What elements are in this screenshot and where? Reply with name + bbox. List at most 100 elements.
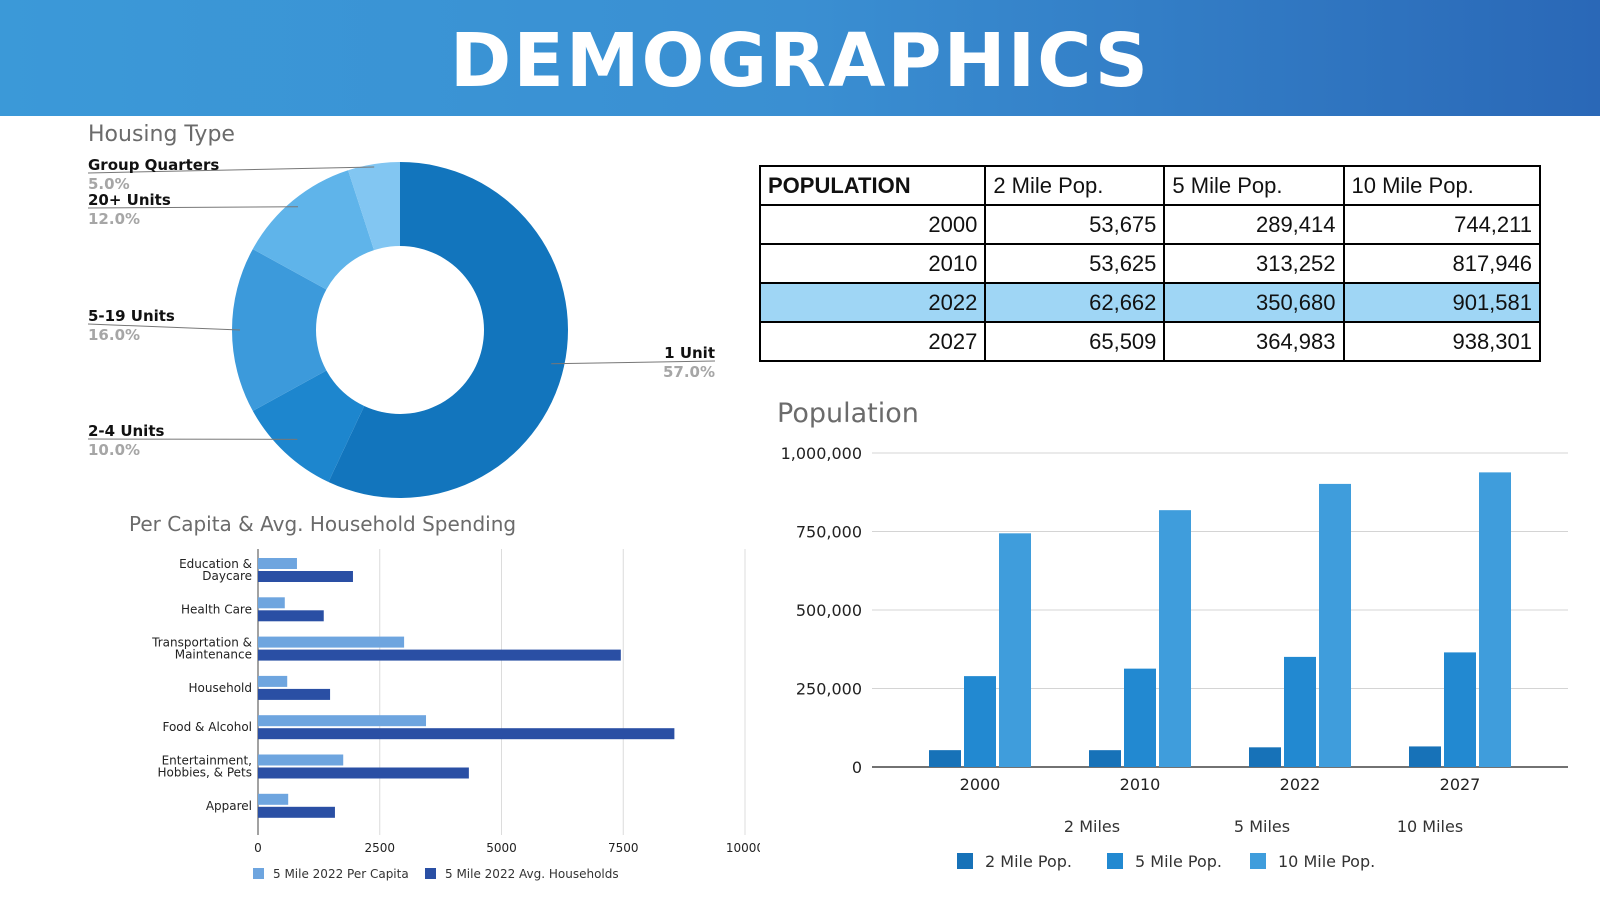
donut-leader-line xyxy=(87,166,375,174)
table-header-cell: 10 Mile Pop. xyxy=(1342,165,1541,206)
legend-label: 5 Mile 2022 Per Capita xyxy=(273,867,409,881)
population-bar-chart: 0 250,000 500,000 750,000 1,000,000 2000 2010 2… xyxy=(781,444,1568,871)
x-tick-label: 2022 xyxy=(1280,775,1321,794)
spending-chart-title: Per Capita & Avg. Household Spending xyxy=(129,512,517,536)
table-cell: 2027 xyxy=(758,321,987,362)
population-bar xyxy=(1089,750,1121,767)
legend-swatch xyxy=(1107,853,1123,869)
donut-slice-label: Group Quarters xyxy=(88,156,219,174)
population-bar xyxy=(1124,668,1156,767)
category-label: Education & xyxy=(179,557,252,571)
category-label: Apparel xyxy=(206,799,252,813)
donut-leader-line xyxy=(551,360,716,365)
population-bar xyxy=(1249,747,1281,767)
x-sublabel: 5 Miles xyxy=(1234,817,1290,836)
table-cell: 938,301 xyxy=(1342,321,1541,362)
population-bar xyxy=(964,676,996,767)
donut-slice xyxy=(328,162,568,498)
table-header-row: POPULATION 2 Mile Pop. 5 Mile Pop. 10 Mi… xyxy=(758,165,1541,206)
category-label: Transportation & xyxy=(151,636,252,650)
table-header-cell: 2 Mile Pop. xyxy=(984,165,1166,206)
table-cell: 65,509 xyxy=(984,321,1166,362)
spending-bar xyxy=(258,767,469,779)
table-cell: 364,983 xyxy=(1163,321,1345,362)
table-row: 2010 53,625 313,252 817,946 xyxy=(758,243,1541,284)
donut-slice xyxy=(252,370,365,483)
category-label: Maintenance xyxy=(175,648,252,662)
table-row: 2027 65,509 364,983 938,301 xyxy=(758,321,1541,362)
table-header-cell: 5 Mile Pop. xyxy=(1163,165,1345,206)
table-cell: 350,680 xyxy=(1163,282,1345,323)
table-row: 2022 62,662 350,680 901,581 xyxy=(758,282,1541,323)
donut-leader-line xyxy=(87,323,241,331)
table-cell: 62,662 xyxy=(984,282,1166,323)
table-cell: 53,625 xyxy=(984,243,1166,284)
population-bar xyxy=(1319,483,1351,767)
x-sublabel: 2 Miles xyxy=(1064,817,1120,836)
spending-bar xyxy=(258,728,675,740)
table-cell: 289,414 xyxy=(1163,204,1345,245)
spending-bar xyxy=(258,754,344,766)
legend-label: 10 Mile Pop. xyxy=(1278,852,1375,871)
population-bar xyxy=(1284,656,1316,767)
legend-label: 5 Mile 2022 Avg. Households xyxy=(445,867,619,881)
donut-slice-percent: 12.0% xyxy=(88,210,140,228)
y-tick-label: 250,000 xyxy=(796,680,862,699)
donut-slice-label: 5-19 Units xyxy=(88,307,175,325)
category-label: Health Care xyxy=(181,602,252,616)
category-label: Household xyxy=(188,681,252,695)
population-bar xyxy=(999,533,1031,767)
spending-bar xyxy=(258,688,331,700)
category-label: Food & Alcohol xyxy=(162,720,252,734)
spending-bar xyxy=(258,649,621,661)
legend-swatch xyxy=(957,853,973,869)
legend-label: 5 Mile Pop. xyxy=(1135,852,1222,871)
table-header-cell: POPULATION xyxy=(758,165,987,206)
y-tick-label: 1,000,000 xyxy=(781,444,862,463)
spending-bar xyxy=(258,558,297,569)
population-chart-title: Population xyxy=(777,398,919,429)
category-label: Hobbies, & Pets xyxy=(157,766,252,780)
population-bar xyxy=(1159,510,1191,767)
spending-bar xyxy=(258,793,289,805)
y-tick-label: 0 xyxy=(852,758,862,777)
legend-swatch xyxy=(425,868,436,879)
y-tick-label: 750,000 xyxy=(796,523,862,542)
donut-slice xyxy=(232,249,327,411)
x-tick-label: 2010 xyxy=(1120,775,1161,794)
spending-bar-chart: 0 2500 5000 7500 10000 Education &Daycare Heal… xyxy=(151,549,760,881)
spending-bar xyxy=(258,806,335,818)
donut-slice-percent: 16.0% xyxy=(88,326,140,344)
housing-type-title: Housing Type xyxy=(88,122,235,147)
x-tick-label: 2500 xyxy=(364,841,395,855)
donut-slice-percent: 57.0% xyxy=(663,363,715,381)
spending-bar xyxy=(258,636,405,648)
table-cell: 901,581 xyxy=(1342,282,1541,323)
population-table: POPULATION 2 Mile Pop. 5 Mile Pop. 10 Mi… xyxy=(758,165,1541,362)
spending-bar xyxy=(258,597,285,609)
category-label: Daycare xyxy=(202,569,252,583)
x-tick-label: 2000 xyxy=(960,775,1001,794)
donut-slice xyxy=(252,170,375,290)
donut-slice-label: 2-4 Units xyxy=(88,422,164,440)
header-banner: DEMOGRAPHICS xyxy=(0,0,1600,116)
legend-swatch xyxy=(253,868,264,879)
x-tick-label: 2027 xyxy=(1440,775,1481,794)
table-row: 2000 53,675 289,414 744,211 xyxy=(758,204,1541,245)
spending-bar xyxy=(258,675,288,687)
donut-slice-label: 1 Unit xyxy=(664,344,715,362)
donut-leader-line xyxy=(87,206,299,209)
population-bar xyxy=(1409,746,1441,767)
x-tick-label: 10000 xyxy=(726,841,760,855)
spending-bar xyxy=(258,571,353,582)
legend-swatch xyxy=(1250,853,1266,869)
table-cell: 53,675 xyxy=(984,204,1166,245)
category-label: Entertainment, xyxy=(162,754,252,768)
x-sublabel: 10 Miles xyxy=(1397,817,1463,836)
table-cell: 2022 xyxy=(758,282,987,323)
donut-slice xyxy=(348,162,400,251)
table-cell: 2000 xyxy=(758,204,987,245)
page-title: DEMOGRAPHICS xyxy=(449,18,1151,104)
table-cell: 2010 xyxy=(758,243,987,284)
